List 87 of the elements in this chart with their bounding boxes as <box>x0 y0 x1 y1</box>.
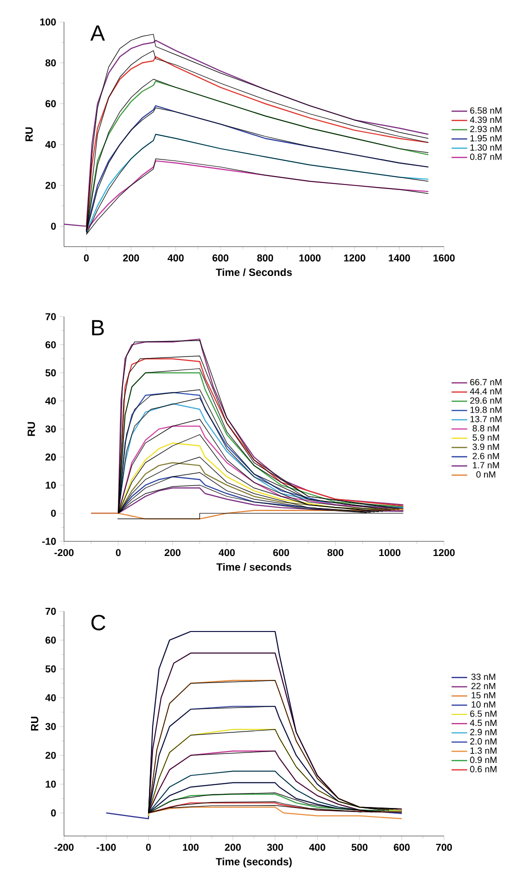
chart-title: A <box>90 26 105 41</box>
x-tick-label: 800 <box>257 254 274 262</box>
legend-label: 0.6 nM <box>470 766 496 772</box>
legend-label: 44.4 nM <box>470 388 502 394</box>
x-tick-label: -100 <box>96 844 116 851</box>
x-tick-label: 0 <box>146 844 151 851</box>
y-tick-label: -10 <box>42 538 56 545</box>
y-tick-label: 20 <box>45 752 56 759</box>
y-axis-title: RU <box>31 716 38 731</box>
y-tick-label: 30 <box>45 425 56 433</box>
y-tick-label: 70 <box>46 313 56 320</box>
legend-label: 2.93 nM <box>470 126 502 132</box>
x-tick-label: 1000 <box>379 549 400 556</box>
legend-label: 3.9 nM <box>472 444 499 450</box>
legend-label: 0.9 nM <box>470 756 496 764</box>
y-tick-label: 20 <box>45 454 56 461</box>
x-tick-label: 100 <box>182 844 199 851</box>
y-tick-label: 10 <box>46 482 56 489</box>
x-tick-label: 600 <box>212 254 228 262</box>
legend-label: 0.87 nM <box>470 154 502 160</box>
y-tick-label: 10 <box>46 780 56 788</box>
y-tick-label: 0 <box>51 809 56 816</box>
x-tick-label: 400 <box>218 549 235 556</box>
legend-label: 0 nM <box>476 471 496 478</box>
x-tick-label: 300 <box>267 844 284 851</box>
x-tick-label: 600 <box>394 844 410 851</box>
y-tick-label: 40 <box>45 397 56 404</box>
y-tick-label: 40 <box>45 694 56 702</box>
x-tick-label: 0 <box>116 549 121 556</box>
legend-label: 5.9 nM <box>472 434 499 441</box>
x-axis-title: Time / seconds <box>216 562 292 571</box>
x-tick-label: 700 <box>436 844 452 851</box>
legend-label: 1.30 nM <box>470 144 502 151</box>
x-tick-label: 1400 <box>388 254 410 262</box>
x-tick-label: 1200 <box>434 549 455 556</box>
y-tick-label: 60 <box>46 636 56 644</box>
y-tick-label: 50 <box>45 665 56 672</box>
y-tick-label: 50 <box>45 369 56 376</box>
x-tick-label: 0 <box>84 254 89 262</box>
y-tick-label: 70 <box>46 608 56 615</box>
y-tick-label: 0 <box>51 222 56 230</box>
legend-label: 22 nM <box>471 682 496 690</box>
chart-title: B <box>92 320 104 336</box>
legend-label: 2.6 nM <box>472 452 499 460</box>
legend-label: 4.39 nM <box>470 116 502 123</box>
legend-label: 8.8 nM <box>472 425 499 432</box>
y-tick-label: 60 <box>46 100 56 108</box>
legend-label: 19.8 nM <box>470 406 502 413</box>
y-tick-label: 20 <box>45 182 56 189</box>
legend-label: 6.5 nM <box>470 710 496 717</box>
y-tick-label: 100 <box>40 18 56 26</box>
legend-label: 29.6 nM <box>470 397 502 404</box>
y-axis-title: RU <box>28 422 35 436</box>
x-tick-label: -200 <box>54 549 74 556</box>
y-tick-label: 30 <box>45 723 56 730</box>
x-tick-label: 600 <box>273 549 290 556</box>
x-axis-title: Time / Seconds <box>216 268 292 276</box>
legend-label: 2.0 nM <box>470 738 496 745</box>
y-axis-title: RU <box>25 127 33 142</box>
x-tick-label: 1000 <box>299 254 321 262</box>
legend-label: 2.9 nM <box>470 728 496 736</box>
legend-label: 66.7 nM <box>470 378 502 386</box>
x-tick-label: -200 <box>54 844 74 851</box>
legend-label: 13.7 nM <box>470 416 502 422</box>
legend-label: 10 nM <box>472 701 496 708</box>
x-tick-label: 1600 <box>434 254 455 262</box>
y-tick-label: 0 <box>51 510 56 517</box>
y-tick-label: 40 <box>45 141 56 148</box>
legend-label: 1.95 nM <box>470 135 502 142</box>
legend-label: 15 nM <box>472 692 496 698</box>
x-tick-label: 1200 <box>344 254 366 262</box>
y-tick-label: 60 <box>46 341 56 348</box>
chart-title: C <box>91 614 106 630</box>
x-tick-label: 400 <box>168 254 184 262</box>
legend-label: 1.3 nM <box>470 747 496 754</box>
legend-label: 6.58 nM <box>470 107 502 114</box>
legend-label: 1.7 nM <box>472 462 499 468</box>
x-tick-label: 400 <box>309 844 326 851</box>
x-tick-label: 800 <box>327 549 344 556</box>
legend-label: 33 nM <box>471 674 496 680</box>
legend-label: 4.5 nM <box>470 720 496 726</box>
x-tick-label: 200 <box>224 844 241 851</box>
y-tick-label: 80 <box>45 59 56 66</box>
x-tick-label: 200 <box>164 549 180 556</box>
x-tick-label: 200 <box>123 254 139 262</box>
x-axis-title: Time (seconds) <box>216 858 292 868</box>
x-tick-label: 500 <box>352 844 368 851</box>
